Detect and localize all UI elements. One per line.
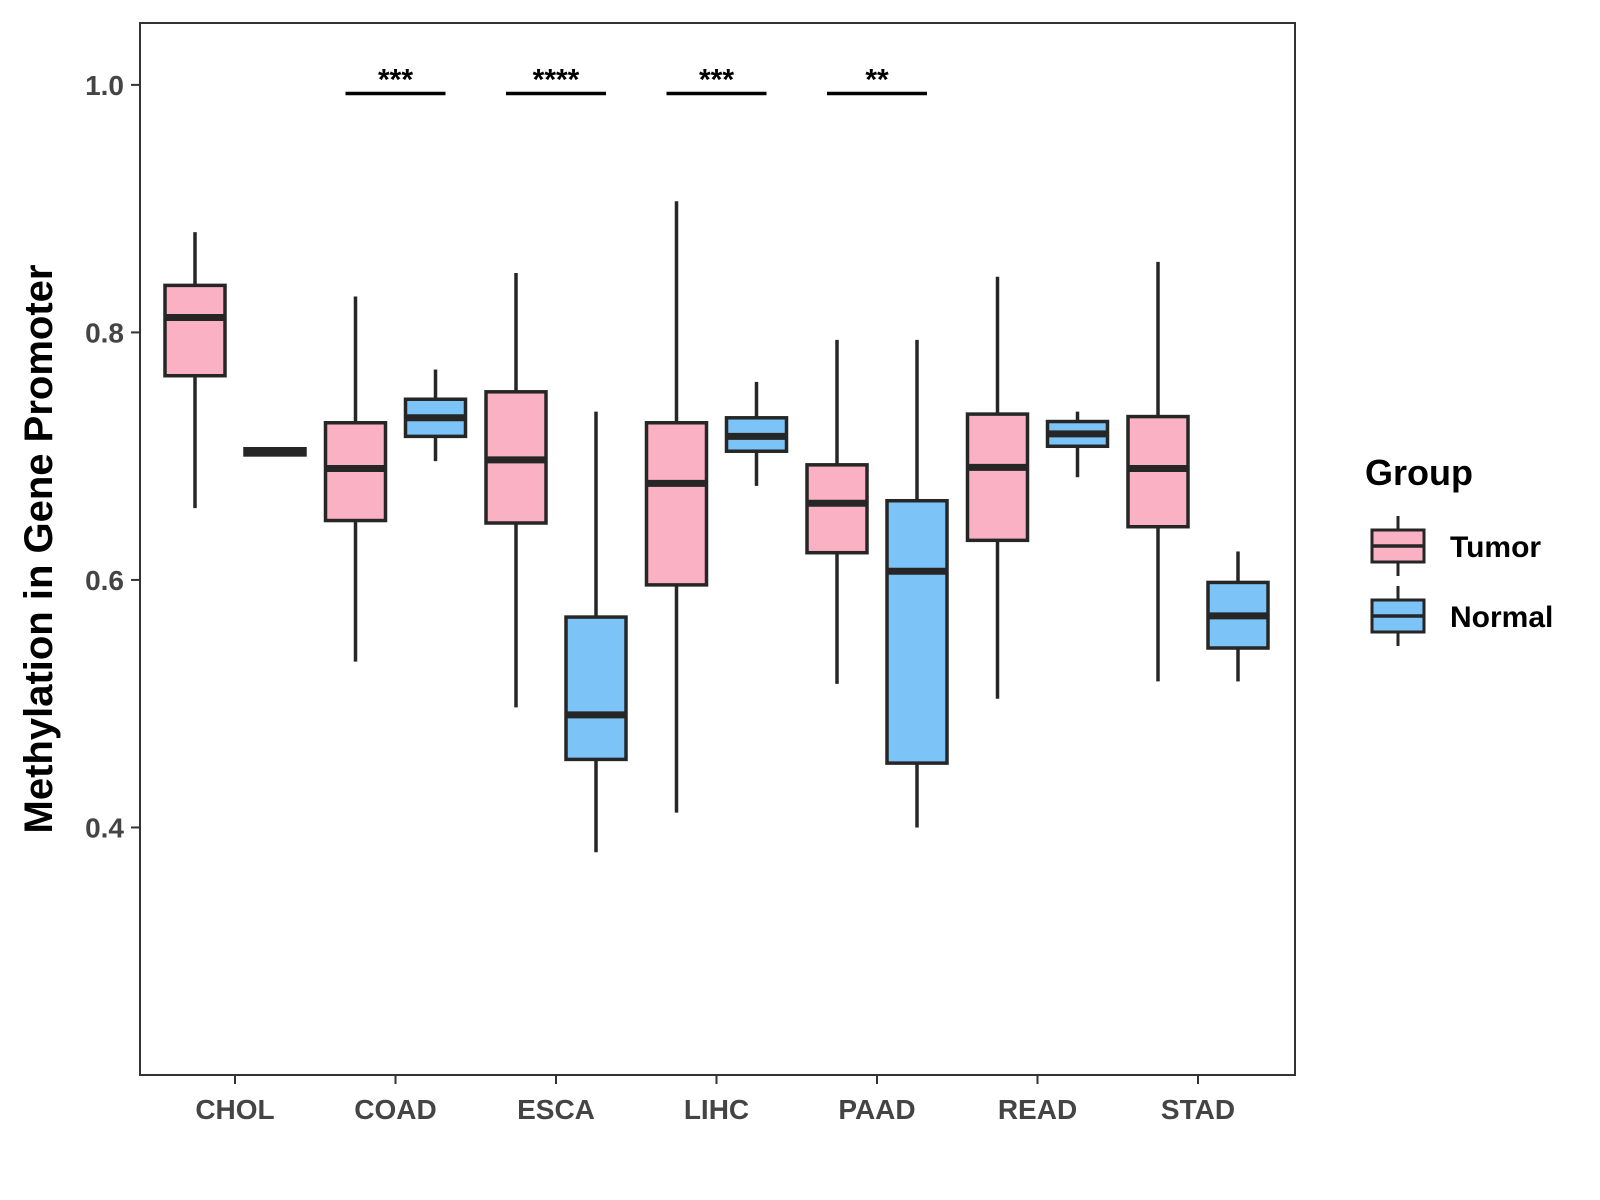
y-axis-title: Methylation in Gene Promoter (17, 265, 61, 834)
box-body (644, 421, 709, 587)
box-normal-paad (885, 339, 949, 828)
box-tumor-lihc (644, 201, 709, 813)
box-tumor-chol (163, 232, 227, 509)
box-tumor-coad (323, 296, 388, 662)
significance-label: *** (378, 64, 413, 97)
significance-label: ** (865, 64, 889, 97)
legend: Group Tumor Normal (1365, 452, 1553, 646)
plot-layer: 0.4 0.6 0.8 1.0 CHOL COAD ESCA LIHC PAAD READ STAD… (17, 22, 1296, 1125)
x-tick-label: READ (998, 1094, 1077, 1125)
box-normal-chol (243, 447, 307, 457)
plot-panel (139, 22, 1296, 1076)
legend-label-tumor: Tumor (1450, 531, 1541, 564)
x-tick-label: ESCA (517, 1094, 595, 1125)
box-body (885, 498, 949, 765)
y-tick-label: 1.0 (85, 70, 124, 101)
legend-label-normal: Normal (1450, 601, 1553, 634)
box-normal-coad (403, 369, 468, 462)
box-normal-esca (564, 411, 628, 853)
box-tumor-stad (1126, 261, 1190, 682)
box-tumor-paad (805, 339, 869, 684)
box-normal-stad (1206, 551, 1270, 682)
legend-title: Group (1365, 452, 1473, 493)
significance-label: *** (699, 64, 734, 97)
x-tick-label: COAD (354, 1094, 436, 1125)
significance-label: **** (533, 64, 580, 97)
x-tick-label: CHOL (195, 1094, 274, 1125)
y-tick-label: 0.4 (85, 812, 124, 843)
x-tick-label: PAAD (838, 1094, 915, 1125)
box-body (564, 615, 628, 762)
box-normal-read (1045, 411, 1110, 478)
x-tick-label: LIHC (684, 1094, 749, 1125)
box-normal-lihc (724, 381, 789, 486)
box-body (805, 463, 869, 555)
box-body (163, 283, 227, 378)
y-tick-label: 0.6 (85, 565, 124, 596)
box-tumor-read (965, 276, 1030, 699)
legend-key-normal (1370, 586, 1426, 646)
legend-key-tumor (1370, 516, 1426, 576)
x-tick-label: STAD (1161, 1094, 1235, 1125)
y-tick-label: 0.8 (85, 317, 124, 348)
box-body (965, 412, 1030, 543)
box-tumor-esca (484, 273, 548, 708)
